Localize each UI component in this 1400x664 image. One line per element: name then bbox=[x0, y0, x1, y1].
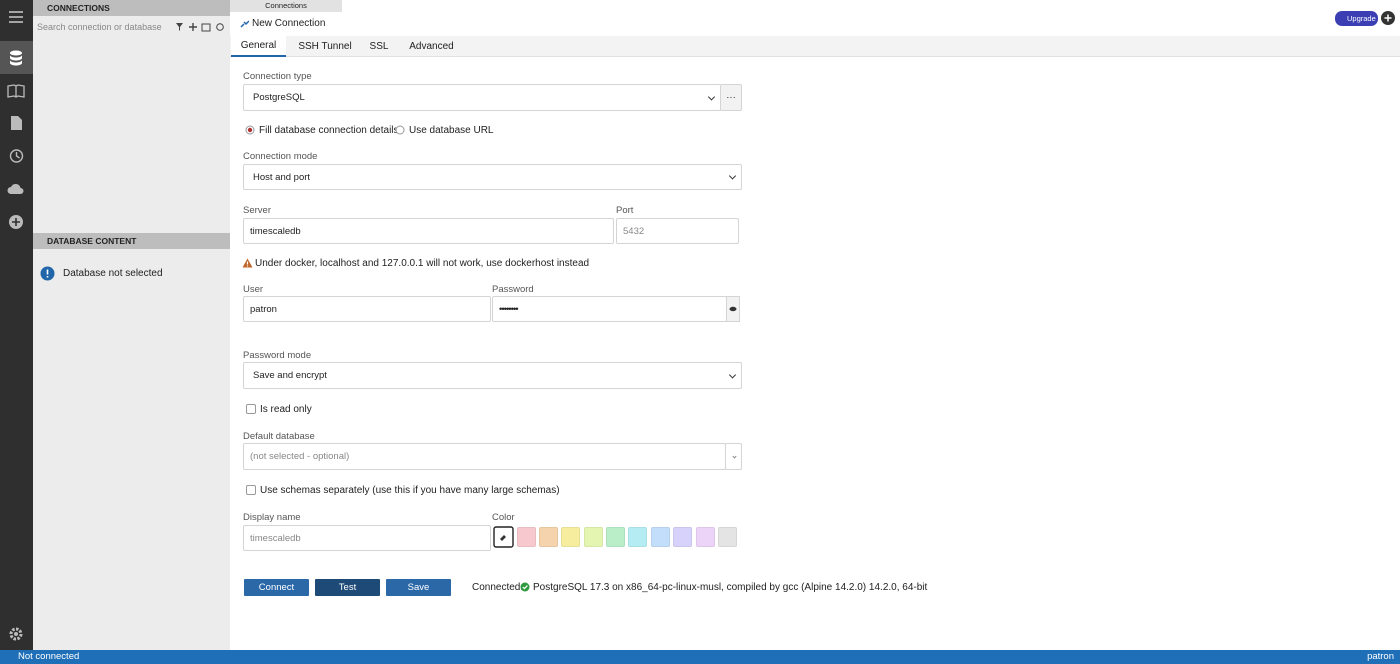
color-swatch[interactable] bbox=[651, 527, 670, 547]
field-label: Display name bbox=[243, 512, 301, 523]
activity-bar bbox=[0, 0, 33, 650]
radio-label: Use database URL bbox=[409, 125, 494, 136]
field-label: Connection mode bbox=[243, 151, 318, 162]
result-label: Connected: bbox=[472, 582, 524, 593]
warning-text: Under docker, localhost and 127.0.0.1 wi… bbox=[255, 258, 590, 269]
checkbox[interactable] bbox=[246, 485, 256, 495]
side-panel bbox=[33, 0, 230, 650]
checkbox-label: Is read only bbox=[260, 404, 312, 415]
connections-header[interactable]: CONNECTIONS bbox=[33, 0, 230, 16]
search-toolbar[interactable] bbox=[175, 22, 227, 32]
field-label: Connection type bbox=[243, 71, 312, 82]
color-swatch[interactable] bbox=[696, 527, 715, 547]
select[interactable]: Host and port bbox=[243, 164, 742, 190]
radio[interactable] bbox=[395, 125, 405, 135]
new-connection-tab[interactable]: New Connection bbox=[236, 13, 341, 35]
color-swatch[interactable] bbox=[606, 527, 625, 547]
info-icon bbox=[40, 266, 55, 281]
result-text: PostgreSQL 17.3 on x86_64-pc-linux-musl,… bbox=[533, 582, 928, 593]
color-swatch[interactable] bbox=[628, 527, 647, 547]
file-icon[interactable] bbox=[7, 114, 25, 132]
database-status: Database not selected bbox=[63, 268, 163, 279]
password-input[interactable]: •••••••• bbox=[492, 296, 727, 322]
field-label: Color bbox=[492, 512, 515, 523]
field-label: Password mode bbox=[243, 350, 312, 361]
checkbox-label: Use schemas separately (use this if you … bbox=[260, 485, 560, 496]
field-label: Port bbox=[616, 205, 634, 216]
subtab-strip bbox=[230, 36, 1400, 57]
field-label: Server bbox=[243, 205, 271, 216]
database-content-header[interactable]: DATABASE CONTENT bbox=[33, 233, 230, 249]
success-icon bbox=[520, 582, 530, 592]
database-icon[interactable] bbox=[7, 49, 25, 67]
book-icon[interactable] bbox=[7, 82, 25, 100]
color-swatch[interactable] bbox=[539, 527, 558, 547]
select[interactable]: Save and encrypt bbox=[243, 362, 742, 389]
field-label: User bbox=[243, 284, 264, 295]
color-picker[interactable] bbox=[493, 526, 514, 548]
radio-label: Fill database connection details bbox=[259, 125, 399, 136]
warning-icon bbox=[242, 258, 253, 268]
field-label: Default database bbox=[243, 431, 315, 442]
connect-button[interactable]: Connect bbox=[244, 579, 309, 596]
save-button[interactable]: Save bbox=[386, 579, 451, 596]
color-swatch[interactable] bbox=[673, 527, 692, 547]
user-status[interactable]: patron bbox=[1367, 651, 1394, 662]
combo-button[interactable] bbox=[725, 443, 742, 470]
color-swatch[interactable] bbox=[718, 527, 737, 547]
tab-strip bbox=[230, 0, 1400, 36]
add-icon[interactable] bbox=[7, 213, 25, 231]
connection-status[interactable]: Not connected bbox=[18, 651, 80, 662]
test-button[interactable]: Test bbox=[315, 579, 380, 596]
history-icon[interactable] bbox=[7, 147, 25, 165]
text-input[interactable]: timescaledb bbox=[243, 525, 491, 551]
connections-tab[interactable]: Connections bbox=[230, 0, 342, 12]
select-value: PostgreSQL bbox=[253, 92, 305, 103]
show-password-button[interactable] bbox=[726, 296, 740, 322]
checkbox[interactable] bbox=[246, 404, 256, 414]
status-bar: Not connected patron bbox=[0, 650, 1400, 664]
radio[interactable] bbox=[245, 125, 255, 135]
subtab[interactable]: Advanced bbox=[409, 41, 454, 52]
plug-icon bbox=[240, 20, 249, 28]
text-input[interactable]: patron bbox=[243, 296, 491, 322]
combo-input[interactable]: (not selected - optional) bbox=[243, 443, 726, 470]
cloud-icon[interactable] bbox=[7, 180, 25, 198]
select[interactable]: PostgreSQL bbox=[243, 84, 721, 111]
more-button[interactable]: ··· bbox=[720, 84, 742, 111]
upgrade-button[interactable]: Upgrade bbox=[1335, 11, 1378, 26]
subtab[interactable]: General bbox=[231, 36, 286, 57]
text-input[interactable]: 5432 bbox=[616, 218, 739, 244]
select-value: Host and port bbox=[253, 171, 311, 183]
color-swatch[interactable] bbox=[561, 527, 580, 547]
field-label: Password bbox=[492, 284, 534, 295]
search-input[interactable]: Search connection or database bbox=[37, 22, 162, 32]
color-swatch[interactable] bbox=[517, 527, 536, 547]
settings-icon[interactable] bbox=[7, 625, 25, 643]
menu-icon[interactable] bbox=[7, 8, 25, 26]
subtab[interactable]: SSH Tunnel bbox=[298, 41, 352, 52]
add-button[interactable] bbox=[1381, 11, 1395, 25]
color-swatch[interactable] bbox=[584, 527, 603, 547]
select-value: Save and encrypt bbox=[253, 370, 327, 381]
text-input[interactable]: timescaledb bbox=[243, 218, 614, 244]
subtab[interactable]: SSL bbox=[369, 41, 389, 52]
